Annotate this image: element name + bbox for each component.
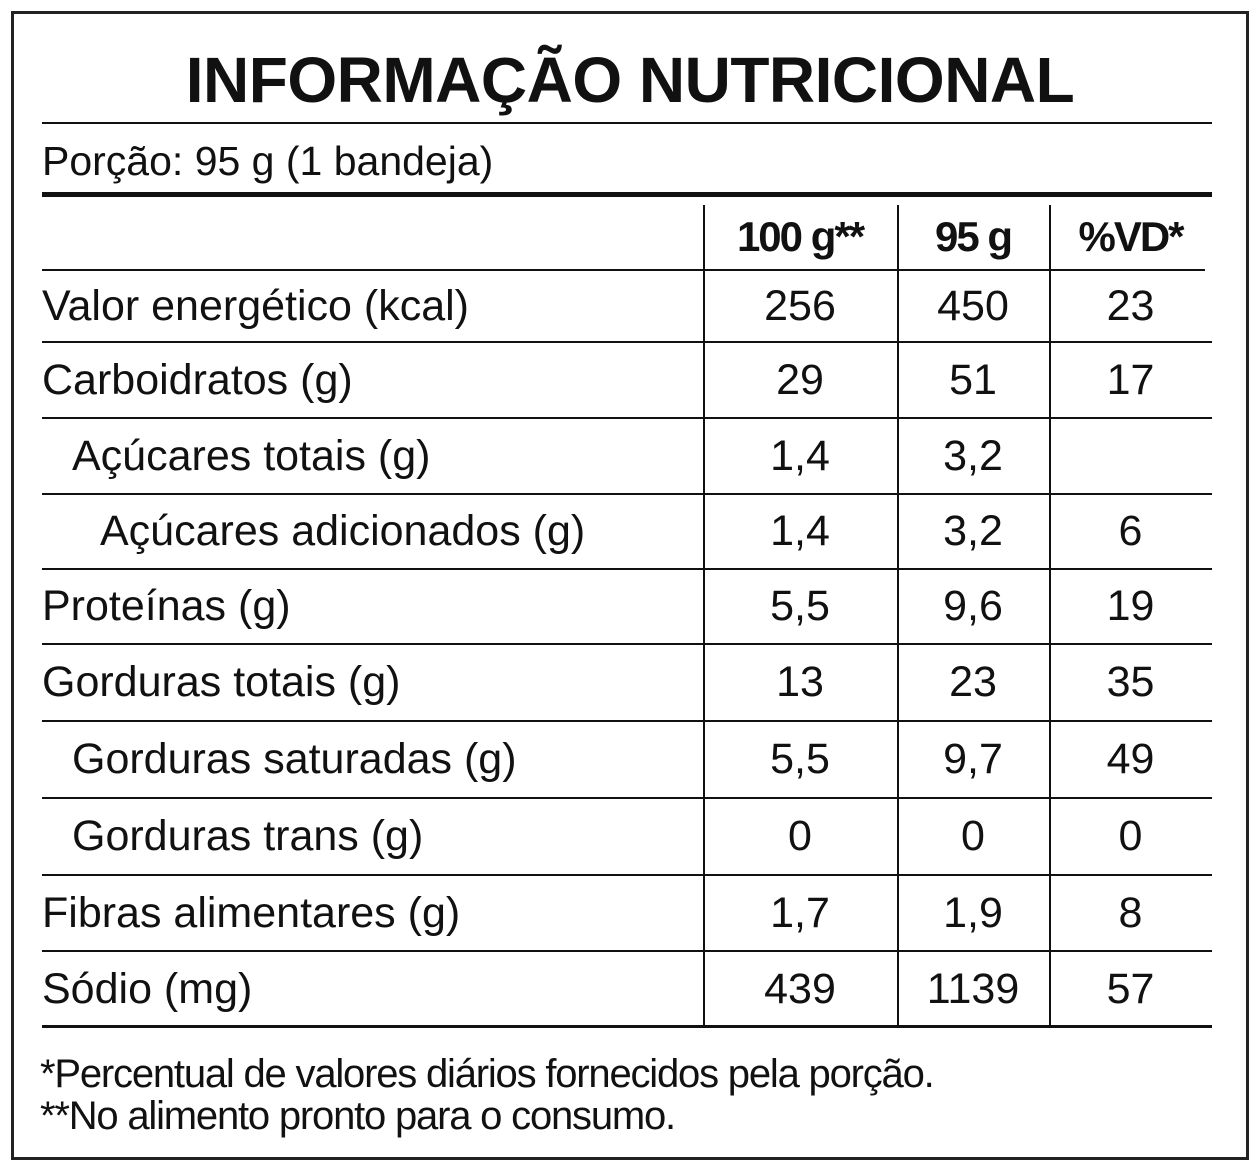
nutrient-value: 6 (1118, 507, 1143, 555)
nutrient-value: 5,5 (770, 582, 830, 630)
rule (42, 797, 1212, 799)
title: INFORMAÇÃO NUTRICIONAL (185, 44, 1075, 116)
nutrient-value: 256 (764, 282, 836, 330)
rule (42, 874, 1212, 876)
nutrient-name: Carboidratos (g) (42, 356, 353, 404)
nutrient-name: Proteínas (g) (42, 582, 291, 630)
nutrient-value: 8 (1118, 889, 1143, 937)
nutrient-value: 1,4 (770, 432, 830, 480)
serving: Porção: 95 g (1 bandeja) (42, 138, 494, 184)
rule (42, 122, 1212, 124)
column-header: %VD* (1078, 213, 1184, 260)
rule (42, 643, 1212, 645)
nutrient-name: Fibras alimentares (g) (42, 889, 461, 937)
nutrient-value: 57 (1106, 965, 1155, 1013)
rule (42, 417, 1212, 419)
nutrient-value: 49 (1106, 735, 1155, 783)
nutrient-value: 17 (1106, 356, 1155, 404)
rule (42, 493, 1212, 495)
rule-bottom (42, 1025, 1212, 1028)
column-rule (897, 205, 899, 1027)
rule (42, 950, 1212, 952)
nutrient-name: Valor energético (kcal) (42, 282, 469, 330)
nutrient-value: 23 (1106, 282, 1155, 330)
nutrient-value: 19 (1106, 582, 1155, 630)
column-rule (703, 205, 705, 1027)
nutrient-value: 439 (764, 965, 836, 1013)
footnote: *Percentual de valores diários fornecido… (40, 1052, 935, 1096)
nutrient-value: 13 (776, 658, 824, 706)
footnote: **No alimento pronto para o consumo. (40, 1094, 676, 1138)
nutrient-value: 3,2 (943, 507, 1003, 555)
nutrient-value: 1,4 (770, 507, 830, 555)
nutrient-value: 450 (937, 282, 1009, 330)
nutrient-name: Açúcares adicionados (g) (100, 507, 586, 555)
nutrient-name: Gorduras saturadas (g) (72, 735, 517, 783)
rule (42, 720, 1212, 722)
nutrient-value: 9,7 (943, 735, 1003, 783)
nutrient-name: Gorduras totais (g) (42, 658, 401, 706)
nutrient-name: Gorduras trans (g) (72, 812, 424, 860)
rule-thick (42, 192, 1212, 197)
nutrient-value: 0 (1118, 812, 1143, 860)
nutrient-value: 35 (1106, 658, 1155, 706)
column-header: 100 g** (736, 213, 865, 260)
nutrient-value: 51 (949, 356, 997, 404)
label-border (11, 11, 1249, 1160)
rule (42, 269, 1205, 271)
nutrient-value: 5,5 (770, 735, 830, 783)
nutrient-value: 1,7 (770, 889, 830, 937)
nutrient-name: Sódio (mg) (42, 965, 253, 1013)
nutrient-value: 9,6 (943, 582, 1003, 630)
column-rule (1049, 205, 1051, 1027)
nutrient-value: 3,2 (943, 432, 1003, 480)
nutrient-value: 0 (961, 812, 985, 860)
rule (42, 341, 1212, 343)
nutrient-name: Açúcares totais (g) (72, 432, 431, 480)
nutrient-value: 1139 (926, 965, 1020, 1013)
nutrient-value: 29 (776, 356, 824, 404)
rule (42, 568, 1212, 570)
nutrient-value: 1,9 (943, 889, 1003, 937)
nutrient-value: 0 (788, 812, 812, 860)
nutrient-value: 23 (949, 658, 997, 706)
column-header: 95 g (934, 213, 1013, 260)
